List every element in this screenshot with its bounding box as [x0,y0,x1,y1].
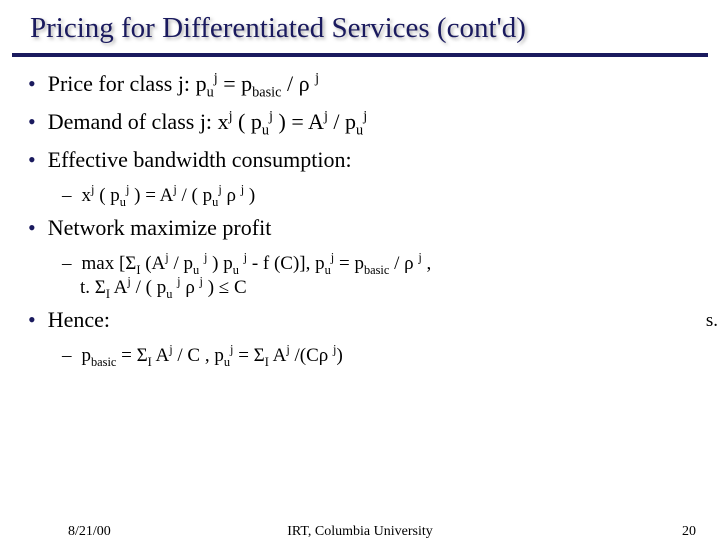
sub-bullet-hence-formula: – pbasic = ΣI Aj / C , puj = ΣI Aj /(Cρ … [62,345,700,367]
slide-content: • Price for class j: puj = pbasic / ρ j … [0,57,720,367]
bullet-math: xj ( puj ) = Aj / ( puj ρ j ) [82,185,256,207]
bullet-label: Effective bandwidth consumption: [48,147,352,173]
bullet-label: Demand of class j: [48,109,212,134]
bullet-effective-bandwidth: • Effective bandwidth consumption: [28,147,700,173]
dash-icon: – [62,253,72,275]
bullet-dot-icon: • [28,111,36,133]
bullet-dot-icon: • [28,149,36,171]
bullet-demand-class: • Demand of class j: xj ( puj ) = Aj / p… [28,109,700,135]
bullet-math: t. ΣI Aj / ( pu j ρ j ) ≤ C [80,277,247,299]
side-text-s: s. [706,310,718,332]
bullet-label: Network maximize profit [48,215,272,241]
footer-affiliation: IRT, Columbia University [0,524,720,540]
bullet-math: max [ΣI (Aj / pu j ) pu j - f (C)], puj … [82,253,432,275]
bullet-math: puj = pbasic / ρ j [196,71,320,96]
dash-icon: – [62,345,72,367]
bullet-math: pbasic = ΣI Aj / C , puj = ΣI Aj /(Cρ j) [82,345,343,367]
footer-page-number: 20 [682,524,696,540]
bullet-dot-icon: • [28,217,36,239]
sub-bullet-bandwidth-formula: – xj ( puj ) = Aj / ( puj ρ j ) [62,185,700,207]
bullet-math: xj ( puj ) = Aj / puj [218,109,368,134]
bullet-price-class: • Price for class j: puj = pbasic / ρ j [28,71,700,97]
bullet-network-maximize: • Network maximize profit [28,215,700,241]
bullet-label: Hence: [48,307,110,333]
bullet-dot-icon: • [28,309,36,331]
sub-bullet-constraint: t. ΣI Aj / ( pu j ρ j ) ≤ C [80,277,700,299]
dash-icon: – [62,185,72,207]
bullet-label: Price for class j: [48,71,190,96]
sub-bullet-max-formula: – max [ΣI (Aj / pu j ) pu j - f (C)], pu… [62,253,700,275]
bullet-dot-icon: • [28,73,36,95]
bullet-hence: • Hence: [28,307,700,333]
slide-title: Pricing for Differentiated Services (con… [0,0,720,53]
